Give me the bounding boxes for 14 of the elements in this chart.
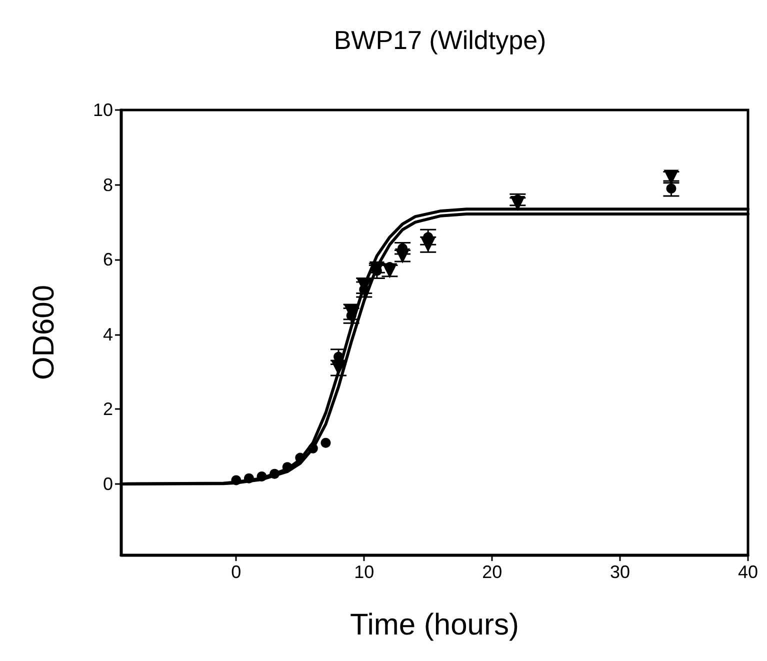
x-tick-label: 10 bbox=[354, 562, 374, 582]
x-tick-label: 40 bbox=[738, 562, 758, 582]
y-tick-label: 8 bbox=[102, 174, 113, 195]
y-axis-title: OD600 bbox=[28, 284, 60, 380]
y-tick-label: 10 bbox=[92, 100, 113, 120]
x-tick-label: 0 bbox=[231, 562, 242, 582]
y-tick-label: 4 bbox=[102, 324, 113, 344]
x-tick-label: 20 bbox=[482, 562, 502, 582]
x-axis-title: Time (hours) bbox=[350, 608, 519, 642]
y-tick-label: 0 bbox=[102, 474, 113, 494]
x-tick-label: 30 bbox=[610, 562, 630, 582]
chart-title: BWP17 (Wildtype) bbox=[334, 25, 546, 55]
y-tick-label: 6 bbox=[102, 250, 113, 270]
y-tick-label: 2 bbox=[102, 399, 113, 420]
